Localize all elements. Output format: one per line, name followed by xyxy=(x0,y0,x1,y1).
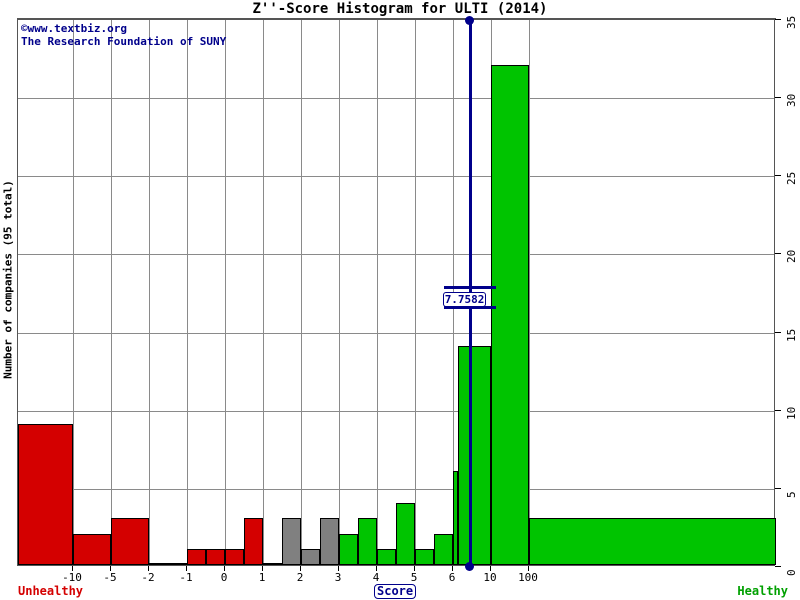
unhealthy-label: Unhealthy xyxy=(18,584,84,598)
y-tick-label: 0 xyxy=(785,569,798,576)
x-tick-label: -1 xyxy=(179,571,193,584)
y-tick-mark xyxy=(775,487,781,489)
x-tick-label: 5 xyxy=(410,571,418,584)
histogram-bar xyxy=(491,64,529,565)
y-tick-label: 25 xyxy=(785,172,798,186)
y-tick-mark xyxy=(775,331,781,333)
histogram-bar xyxy=(244,518,263,565)
gridline-v xyxy=(187,20,188,565)
x-tick-mark xyxy=(376,566,377,571)
gridline-v xyxy=(73,20,74,565)
plot-area: 7.7582 xyxy=(17,16,776,571)
histogram-bar xyxy=(111,518,149,565)
x-tick-mark xyxy=(338,566,339,571)
gridline-v xyxy=(225,20,226,565)
x-tick-label: 3 xyxy=(334,571,342,584)
histogram-bar xyxy=(453,471,458,565)
y-tick-mark xyxy=(775,409,781,411)
histogram-bar xyxy=(18,424,73,565)
copyright-line-1: ©www.textbiz.org xyxy=(21,22,127,35)
y-tick-mark xyxy=(775,97,781,99)
y-tick-label: 30 xyxy=(785,93,798,108)
x-tick-label: 4 xyxy=(372,571,380,584)
x-tick-label: 10 xyxy=(483,571,497,584)
x-tick-label: -5 xyxy=(103,571,117,584)
x-tick-label: -2 xyxy=(141,571,155,584)
y-tick-label: 20 xyxy=(785,250,798,264)
histogram-bar xyxy=(282,518,301,565)
histogram-bar xyxy=(339,533,358,565)
gridline-h xyxy=(18,410,774,412)
y-tick-label: 15 xyxy=(785,328,798,342)
histogram-bar xyxy=(225,549,244,565)
x-tick-label: 1 xyxy=(258,571,266,584)
x-tick-mark xyxy=(148,566,149,571)
gridline-h xyxy=(18,254,774,256)
x-tick-label: 0 xyxy=(220,571,228,584)
histogram-bar xyxy=(320,518,339,565)
histogram-bar xyxy=(206,549,225,565)
gridline-v xyxy=(263,20,264,565)
gridline-h xyxy=(18,98,774,100)
histogram-bar xyxy=(263,563,282,565)
histogram-bar xyxy=(301,549,320,565)
x-tick-mark xyxy=(224,566,225,571)
x-tick-label: -10 xyxy=(62,571,82,584)
histogram-bar xyxy=(149,563,187,565)
x-tick-mark xyxy=(414,566,415,571)
gridline-h xyxy=(18,488,774,490)
x-tick-label: 2 xyxy=(296,571,304,584)
x-tick-label: 6 xyxy=(448,571,456,584)
x-tick-mark xyxy=(528,566,529,571)
score-marker-upper-cap xyxy=(443,285,496,289)
histogram-bar xyxy=(187,549,206,565)
x-tick-mark xyxy=(110,566,111,571)
histogram-bar xyxy=(457,346,491,565)
histogram-bar xyxy=(415,549,434,565)
histogram-bar xyxy=(434,533,453,565)
chart-title: Z''-Score Histogram for ULTI (2014) xyxy=(252,1,548,17)
score-marker-bottom-dot xyxy=(465,562,475,571)
gridline-v xyxy=(111,20,112,565)
y-tick-label: 35 xyxy=(785,15,798,29)
y-tick-mark xyxy=(775,19,781,20)
y-axis-title: Number of companies (95 total) xyxy=(1,180,15,379)
gridline-h xyxy=(18,176,774,178)
score-marker-label: 7.7582 xyxy=(442,291,487,307)
x-tick-mark xyxy=(262,566,263,571)
x-tick-mark xyxy=(300,566,301,571)
x-tick-mark xyxy=(490,566,491,571)
x-axis-title: Score xyxy=(374,584,417,599)
copyright-watermark: ©www.textbiz.org The Research Foundation … xyxy=(21,22,226,48)
copyright-line-2: The Research Foundation of SUNY xyxy=(21,35,227,48)
x-tick-mark xyxy=(72,566,73,571)
y-tick-label: 10 xyxy=(785,406,798,420)
histogram-bar xyxy=(529,518,776,565)
x-tick-mark xyxy=(186,566,187,571)
x-tick-label: 100 xyxy=(518,571,538,584)
y-tick-mark xyxy=(775,566,781,567)
gridline-v xyxy=(149,20,150,565)
y-tick-mark xyxy=(775,175,781,177)
histogram-bar xyxy=(396,502,415,565)
y-tick-label: 5 xyxy=(785,491,798,498)
gridline-h xyxy=(18,332,774,334)
gridline-v xyxy=(301,20,302,565)
gridline-v xyxy=(339,20,340,565)
histogram-bar xyxy=(358,518,377,565)
gridline-v xyxy=(415,20,416,565)
score-marker-lower-cap xyxy=(443,306,496,309)
gridline-v xyxy=(529,20,530,565)
y-tick-mark xyxy=(775,253,781,255)
healthy-label: Healthy xyxy=(737,584,788,598)
gridline-v xyxy=(377,20,378,565)
x-tick-mark xyxy=(452,566,453,571)
histogram-bar xyxy=(73,533,111,565)
score-marker-top-dot xyxy=(465,16,475,25)
histogram-bar xyxy=(377,549,396,565)
